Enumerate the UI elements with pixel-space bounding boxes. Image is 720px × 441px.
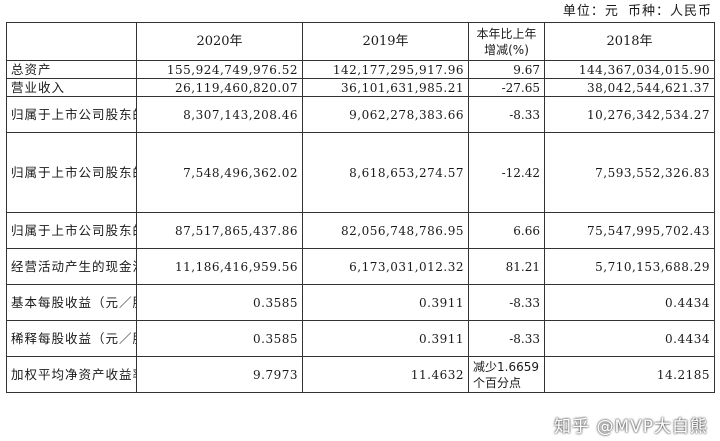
header-cell-label bbox=[6, 22, 137, 61]
cell-2020: 0.3585 bbox=[136, 320, 303, 357]
row-label: 归属于上市公司股东的净资产 bbox=[6, 212, 137, 249]
header-cell-2019: 2019年 bbox=[302, 22, 469, 61]
cell-2019: 9,062,278,383.66 bbox=[302, 96, 469, 133]
cell-2019: 82,056,748,786.95 bbox=[302, 212, 469, 249]
cell-2020: 9.7973 bbox=[136, 356, 303, 393]
cell-2020: 11,186,416,959.56 bbox=[136, 248, 303, 285]
cell-2018: 14.2185 bbox=[544, 356, 715, 393]
cell-2018: 0.4434 bbox=[544, 284, 715, 321]
cell-2020: 155,924,749,976.52 bbox=[136, 60, 303, 79]
currency-label: 币种：人民币 bbox=[627, 4, 712, 19]
cell-change: -8.33 bbox=[468, 320, 545, 357]
row-label: 基本每股收益（元／股） bbox=[6, 284, 137, 321]
cell-2019: 6,173,031,012.32 bbox=[302, 248, 469, 285]
cell-2018: 144,367,034,015.90 bbox=[544, 60, 715, 79]
cell-change: -27.65 bbox=[468, 78, 545, 97]
table-row: 归属于上市公司股东的净资产87,517,865,437.8682,056,748… bbox=[6, 212, 715, 249]
table-row: 归属于上市公司股东的扣除非经常性损益的净利润7,548,496,362.028,… bbox=[6, 132, 715, 213]
row-label: 归属于上市公司股东的扣除非经常性损益的净利润 bbox=[6, 132, 137, 213]
cell-change: 6.66 bbox=[468, 212, 545, 249]
cell-2019: 0.3911 bbox=[302, 284, 469, 321]
cell-change: 9.67 bbox=[468, 60, 545, 79]
cell-change: 减少1.6659个百分点 bbox=[468, 356, 545, 393]
header-cell-change: 本年比上年 增减(%) bbox=[468, 22, 545, 61]
table-row: 归属于上市公司股东的净利润8,307,143,208.469,062,278,3… bbox=[6, 96, 715, 133]
row-label: 总资产 bbox=[6, 60, 137, 79]
row-label: 经营活动产生的现金流量净额 bbox=[6, 248, 137, 285]
row-label: 稀释每股收益（元／股） bbox=[6, 320, 137, 357]
cell-change: -8.33 bbox=[468, 284, 545, 321]
cell-2018: 75,547,995,702.43 bbox=[544, 212, 715, 249]
table-row: 经营活动产生的现金流量净额11,186,416,959.566,173,031,… bbox=[6, 248, 715, 285]
cell-2020: 8,307,143,208.46 bbox=[136, 96, 303, 133]
cell-2020: 0.3585 bbox=[136, 284, 303, 321]
header-cell-2018: 2018年 bbox=[544, 22, 715, 61]
unit-line: 单位：元 币种：人民币 bbox=[559, 2, 712, 22]
row-label: 加权平均净资产收益率（%） bbox=[6, 356, 137, 393]
row-label: 营业收入 bbox=[6, 78, 137, 97]
unit-label: 单位：元 bbox=[562, 4, 619, 19]
cell-change: -8.33 bbox=[468, 96, 545, 133]
financial-table: 2020年 2019年 本年比上年 增减(%) 2018年 总资产 155,924… bbox=[6, 22, 715, 393]
cell-2020: 87,517,865,437.86 bbox=[136, 212, 303, 249]
header-cell-2020: 2020年 bbox=[136, 22, 303, 61]
cell-2019: 0.3911 bbox=[302, 320, 469, 357]
cell-2019: 36,101,631,985.21 bbox=[302, 78, 469, 97]
cell-change: -12.42 bbox=[468, 132, 545, 213]
cell-2019: 8,618,653,274.57 bbox=[302, 132, 469, 213]
cell-2018: 7,593,552,326.83 bbox=[544, 132, 715, 213]
cell-2018: 0.4434 bbox=[544, 320, 715, 357]
watermark: 知乎 @MVP大白熊 bbox=[554, 417, 708, 437]
cell-2018: 10,276,342,534.27 bbox=[544, 96, 715, 133]
cell-2018: 38,042,544,621.37 bbox=[544, 78, 715, 97]
row-label: 归属于上市公司股东的净利润 bbox=[6, 96, 137, 133]
cell-2019: 142,177,295,917.96 bbox=[302, 60, 469, 79]
table-row: 营业收入 26,119,460,820.07 36,101,631,985.21 -2… bbox=[6, 78, 715, 97]
table-row: 加权平均净资产收益率（%）9.797311.4632减少1.6659个百分点14… bbox=[6, 356, 715, 393]
cell-2019: 11.4632 bbox=[302, 356, 469, 393]
table-row: 总资产 155,924,749,976.52 142,177,295,917.96 9… bbox=[6, 60, 715, 79]
cell-2020: 26,119,460,820.07 bbox=[136, 78, 303, 97]
table-header-row: 2020年 2019年 本年比上年 增减(%) 2018年 bbox=[6, 22, 715, 61]
cell-change: 81.21 bbox=[468, 248, 545, 285]
cell-2020: 7,548,496,362.02 bbox=[136, 132, 303, 213]
cell-2018: 5,710,153,688.29 bbox=[544, 248, 715, 285]
